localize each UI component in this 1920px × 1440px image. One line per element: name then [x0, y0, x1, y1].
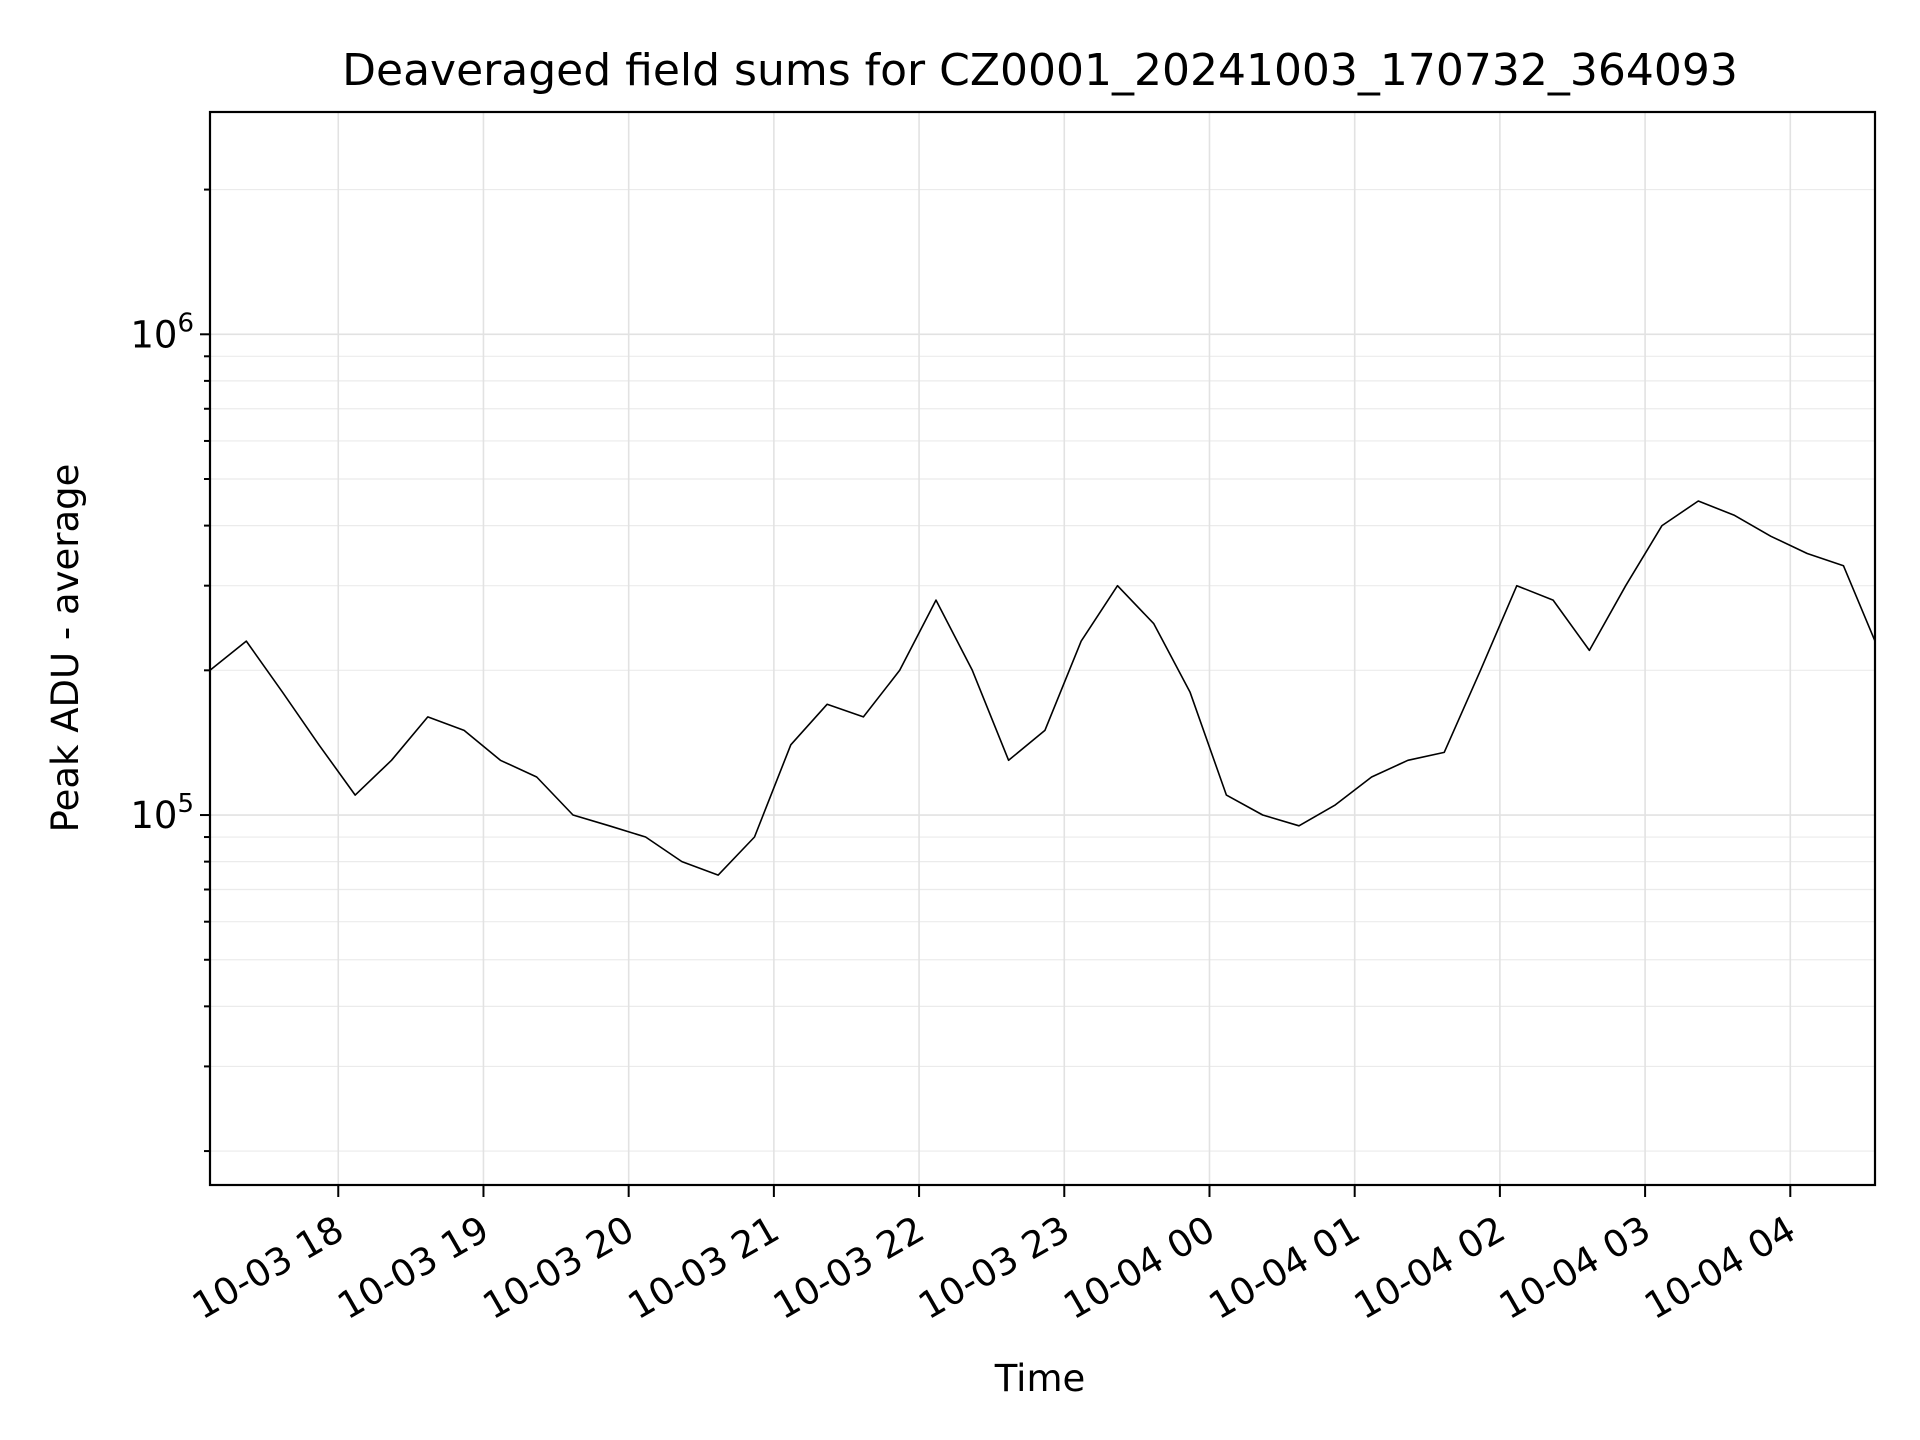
grid — [210, 112, 1875, 1185]
series-line-0 — [209, 500, 1876, 876]
y-axis: 105 106 — [130, 188, 210, 1153]
x-tick-label: 10-03 19 — [330, 1208, 496, 1328]
chart-title: Deaveraged field sums for CZ0001_2024100… — [342, 45, 1738, 96]
x-tick-label: 10-03 23 — [911, 1208, 1077, 1328]
series-layer — [209, 500, 1876, 876]
x-tick-label: 10-04 03 — [1492, 1208, 1658, 1328]
plot-frame — [208, 110, 1877, 1187]
y-axis-label: Peak ADU - average — [44, 464, 87, 833]
x-axis-label: Time — [994, 1357, 1086, 1400]
x-tick-label: 10-04 04 — [1637, 1208, 1803, 1328]
x-tick-label: 10-03 18 — [185, 1208, 351, 1328]
x-tick-label: 10-04 02 — [1347, 1208, 1513, 1328]
x-tick-label: 10-04 01 — [1202, 1208, 1368, 1328]
y-tick-label: 105 — [130, 789, 194, 837]
y-tick-label: 106 — [130, 308, 194, 356]
x-tick-label: 10-03 21 — [621, 1208, 787, 1328]
x-tick-label: 10-03 20 — [476, 1208, 642, 1328]
x-tick-label: 10-04 00 — [1056, 1208, 1222, 1328]
x-tick-label: 10-03 22 — [766, 1208, 932, 1328]
